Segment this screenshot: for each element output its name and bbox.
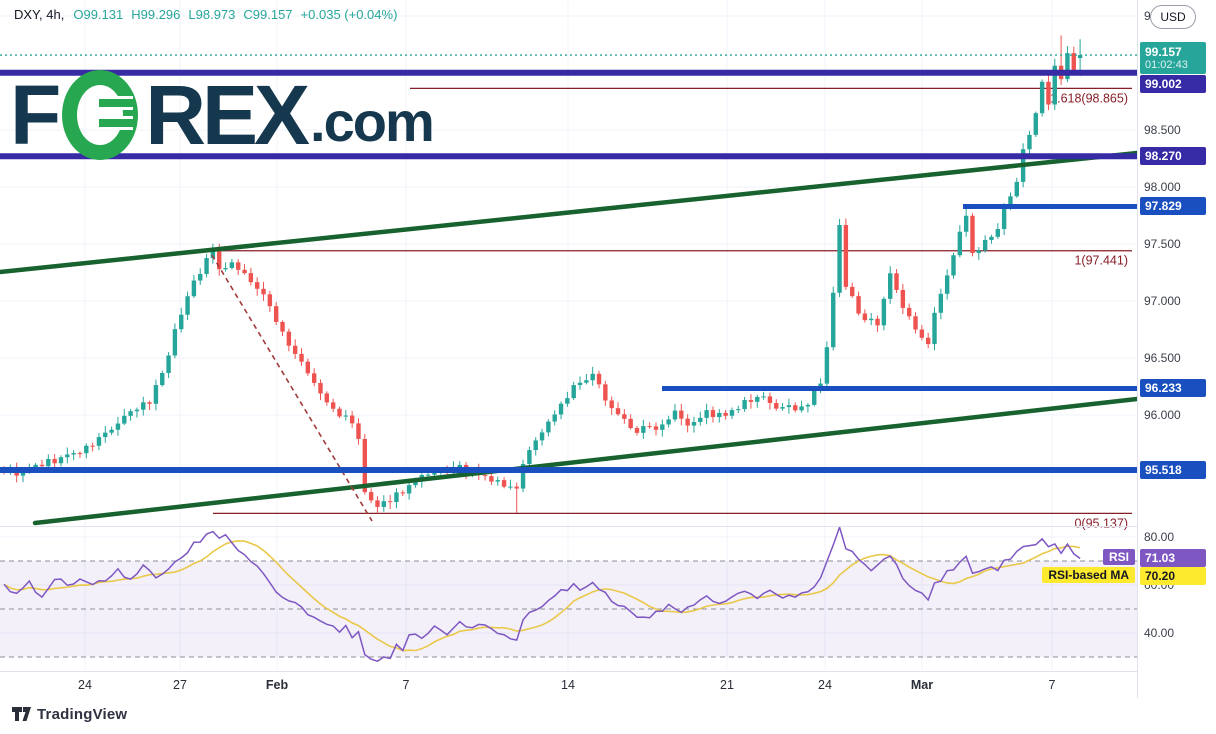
legend-change: +0.035 (+0.04%): [300, 7, 398, 22]
rsi-indicator-label[interactable]: RSI: [1102, 548, 1135, 565]
price-tick-label: 96.000: [1144, 408, 1181, 422]
logo-o-icon: [62, 70, 139, 160]
fib-level-label: 1(97.441): [1074, 254, 1128, 268]
price-axis[interactable]: 99.50098.50098.00097.50097.00096.50096.0…: [1137, 0, 1216, 698]
tradingview-attribution[interactable]: TradingView: [12, 706, 127, 723]
rsi-value-badge: 71.03: [1140, 548, 1206, 567]
price-tick-label: 96.500: [1144, 351, 1181, 365]
symbol-interval-label: DXY, 4h,: [14, 7, 65, 22]
legend-close: C99.157: [243, 7, 293, 22]
logo-letters-rex: REX: [145, 68, 310, 162]
time-tick-label: Feb: [265, 678, 289, 692]
legend-open: O99.131: [73, 7, 124, 22]
current-price-badge: 99.157 01:02:43: [1140, 42, 1206, 75]
rsi-tick-label: 80.00: [1144, 530, 1175, 544]
tradingview-label: TradingView: [37, 706, 128, 723]
time-tick-label: 24: [818, 678, 832, 692]
legend-low: L98.973: [188, 7, 236, 22]
logo-o-bar-icon: [99, 99, 134, 107]
logo-dotcom: .com: [310, 90, 435, 153]
fib-level-label: 0(95.137): [1074, 516, 1128, 530]
time-tick-label: 7: [1048, 678, 1056, 692]
tradingview-logo-icon: [12, 707, 31, 721]
level-price-badge: 95.518: [1140, 460, 1206, 479]
time-tick-label: 7: [402, 678, 410, 692]
rsi-tick-label: 40.00: [1144, 626, 1175, 640]
price-tick-label: 97.500: [1144, 237, 1181, 251]
legend-high: H99.296: [131, 7, 181, 22]
time-axis[interactable]: 24 27 Feb 7 14 21 24 Mar 7: [0, 671, 1137, 699]
time-tick-label: Mar: [910, 678, 934, 692]
rsi-ma-value-badge: 70.20: [1140, 567, 1206, 586]
time-tick-label: 27: [173, 678, 187, 692]
time-tick-label: 14: [561, 678, 575, 692]
price-tick-label: 97.000: [1144, 294, 1181, 308]
logo-letter-f: F: [10, 68, 61, 162]
price-tick-label: 98.000: [1144, 180, 1181, 194]
rsi-ma-indicator-label[interactable]: RSI-based MA: [1042, 567, 1135, 584]
level-price-badge: 98.270: [1140, 147, 1206, 166]
symbol-legend: DXY, 4h, O99.131 H99.296 L98.973 C99.157…: [14, 7, 397, 22]
pane-separator[interactable]: [0, 526, 1137, 527]
time-tick-label: 21: [720, 678, 734, 692]
chart-canvas[interactable]: 1.618(98.865) 1(97.441) 0(95.137): [0, 0, 1137, 670]
forex-com-logo: F REX .com: [10, 68, 435, 162]
usd-currency-button[interactable]: USD: [1150, 5, 1196, 29]
time-tick-label: 24: [78, 678, 92, 692]
fib-level-label: 1.618(98.865): [1050, 91, 1128, 105]
level-price-badge: 97.829: [1140, 197, 1206, 216]
price-tick-label: 98.500: [1144, 123, 1181, 137]
chart-svg: 1.618(98.865) 1(97.441) 0(95.137): [0, 0, 1137, 670]
logo-o-bar-icon: [99, 119, 134, 127]
level-price-badge: 96.233: [1140, 379, 1206, 398]
level-price-badge: 99.002: [1140, 74, 1206, 93]
